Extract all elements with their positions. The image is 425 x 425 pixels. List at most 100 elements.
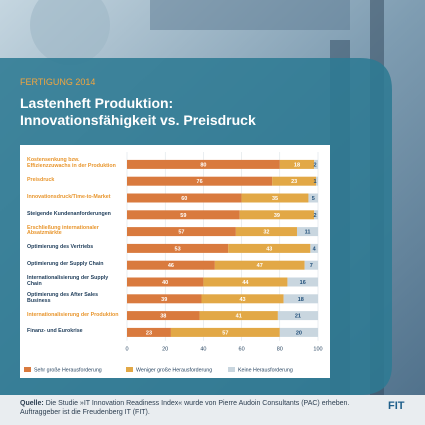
bar-segment — [127, 159, 280, 169]
value-label: 44 — [242, 280, 249, 286]
value-label: 23 — [291, 179, 297, 185]
legend-label: Weniger große Herausforderung — [136, 367, 212, 373]
bar-segment — [127, 311, 200, 321]
value-label: 18 — [294, 162, 300, 168]
bar-segment — [316, 176, 318, 186]
value-label: 53 — [175, 246, 181, 252]
category-label: Kostensenkung bzw. Effizienzzuwachs in d… — [27, 157, 116, 170]
category-label: Internationalisierung der Supply Chain — [27, 275, 109, 287]
bar-segment — [314, 210, 318, 220]
bar-segment — [201, 294, 284, 304]
value-label: 57 — [178, 230, 184, 236]
bar-segment — [304, 260, 318, 270]
title-line: Innovationsfähigkeit vs. Preisdruck — [20, 112, 256, 128]
bar-segment — [277, 311, 318, 321]
value-label: 39 — [161, 297, 167, 303]
bar-segment — [199, 311, 278, 321]
bar-segment — [127, 277, 204, 287]
value-label: 20 — [296, 330, 302, 336]
value-label: 11 — [305, 230, 311, 236]
bar-segment — [127, 327, 171, 337]
bar-segment — [308, 193, 318, 203]
value-label: 21 — [295, 314, 301, 320]
chart-title: Lastenheft Produktion: Innovationsfähigk… — [20, 95, 256, 129]
value-label: 23 — [146, 330, 152, 336]
value-label: 5 — [312, 196, 315, 202]
value-label: 4 — [313, 246, 317, 252]
value-label: 40 — [162, 280, 168, 286]
bar-segment — [287, 277, 318, 287]
category-label: Internationalisierung der Produktion — [27, 311, 119, 318]
x-tick-label: 100 — [313, 346, 322, 352]
category-label: Optimierung des Vertriebs — [27, 244, 94, 251]
category-label: Optimierung der Supply Chain — [27, 261, 104, 268]
bar-segment — [127, 260, 215, 270]
legend-swatch — [228, 367, 235, 372]
legend-label: Sehr große Herausforderung — [34, 367, 102, 373]
category-label: Erschließung internationaler Absatzmärkt… — [27, 224, 99, 237]
bar-segment — [283, 294, 318, 304]
bar-segment — [279, 159, 315, 169]
value-label: 2 — [313, 162, 316, 168]
value-label: 16 — [300, 280, 306, 286]
value-label: 43 — [239, 297, 245, 303]
bar-segment — [127, 210, 240, 220]
category-label: Steigende Kundenanforderungen — [27, 210, 111, 217]
value-label: 59 — [180, 213, 186, 219]
value-label: 57 — [222, 330, 228, 336]
legend-label: Keine Herausforderung — [238, 367, 293, 373]
bar-segment — [214, 260, 305, 270]
x-tick-label: 0 — [125, 346, 128, 352]
title-line: Lastenheft Produktion: — [20, 95, 174, 111]
bar-segment — [272, 176, 317, 186]
bar-segment — [279, 327, 318, 337]
value-label: 1 — [313, 179, 316, 185]
source-label: Quelle: — [20, 400, 44, 407]
category-label: Finanz- und Eurokrise — [27, 328, 83, 335]
x-tick-label: 60 — [239, 346, 245, 352]
value-label: 46 — [168, 263, 174, 269]
bar-segment — [239, 210, 315, 220]
logo: FIT — [388, 400, 405, 412]
kicker: FERTIGUNG 2014 — [20, 77, 96, 87]
bar-segment — [170, 327, 280, 337]
value-label: 18 — [298, 297, 304, 303]
bar-segment — [203, 277, 288, 287]
category-label: Preisdruck — [27, 177, 55, 184]
value-label: 35 — [272, 196, 278, 202]
legend-swatch — [126, 367, 133, 372]
value-label: 43 — [266, 246, 272, 252]
source-text: Die Studie »IT Innovation Readiness Inde… — [20, 400, 350, 416]
value-label: 32 — [263, 230, 269, 236]
category-label: Optimierung des After Sales Business — [27, 291, 99, 304]
value-label: 76 — [197, 179, 203, 185]
legend-swatch — [24, 367, 31, 372]
x-tick-label: 20 — [162, 346, 168, 352]
bar-segment — [127, 294, 202, 304]
bar-segment — [127, 193, 242, 203]
bar-segment — [241, 193, 309, 203]
value-label: 7 — [310, 263, 313, 269]
bar-segment — [228, 243, 311, 253]
value-label: 80 — [200, 162, 206, 168]
bar-segment — [127, 243, 229, 253]
bar-segment — [127, 176, 273, 186]
bar-segment — [296, 227, 318, 237]
source: Quelle: Die Studie »IT Innovation Readin… — [20, 399, 370, 417]
bar-segment — [310, 243, 318, 253]
bar-segment — [235, 227, 297, 237]
value-label: 47 — [257, 263, 263, 269]
category-label: Innovationsdruck/Time-to-Market — [27, 194, 111, 200]
x-tick-label: 80 — [277, 346, 283, 352]
x-tick-label: 40 — [200, 346, 206, 352]
bar-segment — [127, 227, 236, 237]
value-label: 2 — [313, 213, 316, 219]
bar-segment — [314, 159, 318, 169]
value-label: 60 — [181, 196, 187, 202]
value-label: 39 — [274, 213, 280, 219]
value-label: 38 — [160, 314, 166, 320]
value-label: 41 — [236, 314, 242, 320]
